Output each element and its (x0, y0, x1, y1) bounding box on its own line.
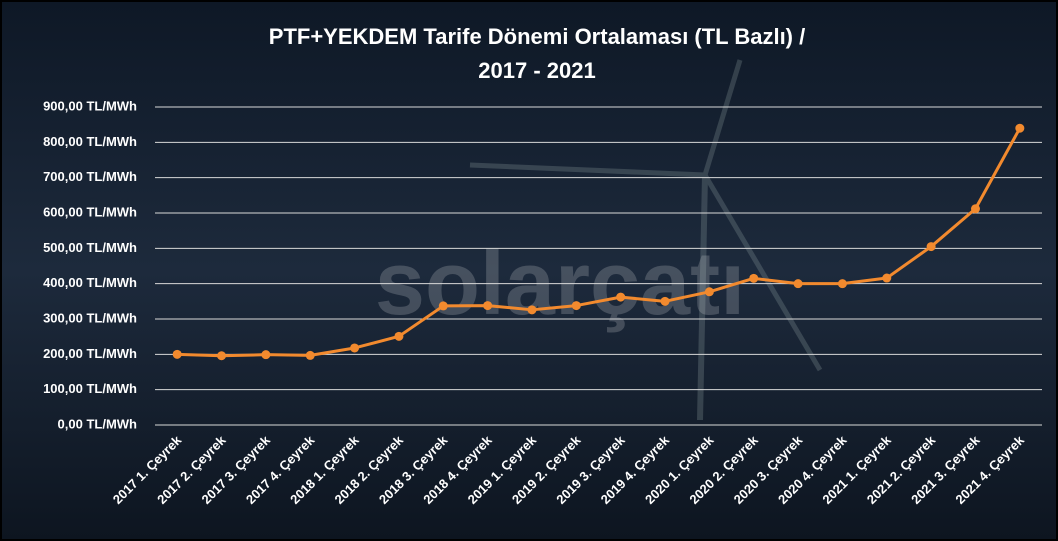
data-point (926, 242, 936, 252)
data-point (394, 331, 404, 341)
data-point (305, 350, 315, 360)
data-point (1015, 123, 1025, 133)
y-tick-label: 200,00 TL/MWh (43, 346, 137, 361)
y-tick-label: 600,00 TL/MWh (43, 204, 137, 219)
data-point (882, 273, 892, 283)
data-point (970, 204, 980, 214)
data-point (704, 287, 714, 297)
y-tick-label: 900,00 TL/MWh (43, 98, 137, 113)
y-tick-label: 300,00 TL/MWh (43, 310, 137, 325)
y-tick-label: 500,00 TL/MWh (43, 240, 137, 255)
y-tick-label: 800,00 TL/MWh (43, 134, 137, 149)
chart-title: PTF+YEKDEM Tarife Dönemi Ortalaması (TL … (269, 24, 805, 49)
y-tick-label: 0,00 TL/MWh (58, 416, 138, 431)
data-point (793, 279, 803, 289)
data-line (177, 127, 1022, 358)
data-point (571, 301, 581, 311)
data-point (749, 273, 759, 283)
data-point (527, 305, 537, 315)
y-tick-label: 700,00 TL/MWh (43, 169, 137, 184)
data-point (837, 279, 847, 289)
data-point (350, 343, 360, 353)
data-point (217, 351, 227, 361)
data-point (438, 301, 448, 311)
turbine (469, 59, 823, 421)
data-point (483, 301, 493, 311)
data-point (616, 292, 626, 302)
data-point (660, 296, 670, 306)
y-tick-label: 100,00 TL/MWh (43, 381, 137, 396)
chart-title: 2017 - 2021 (478, 58, 595, 83)
y-tick-label: 400,00 TL/MWh (43, 275, 137, 290)
data-point (172, 349, 182, 359)
data-point (261, 350, 271, 360)
